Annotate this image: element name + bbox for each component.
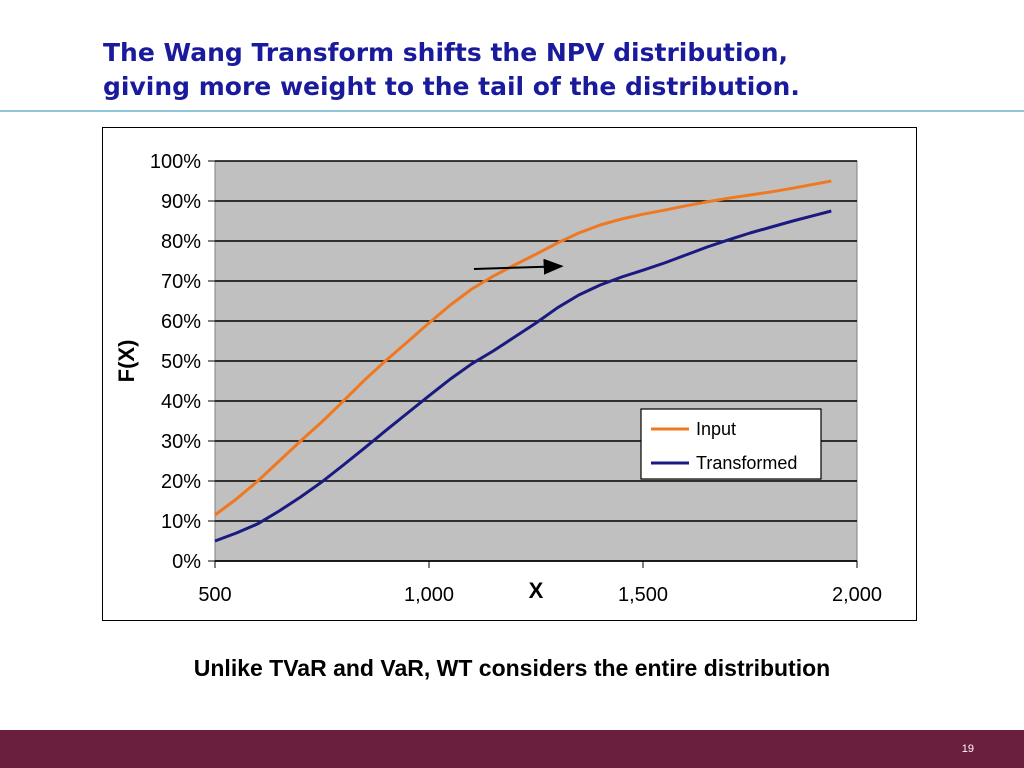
x-tick-label: 500 (198, 584, 231, 606)
cdf-chart: 0% 10% 20% 30% 40% 50% 60% 70% 80% 90% 100% 500 1,00… (114, 151, 882, 606)
legend-label: Transformed (696, 453, 797, 473)
slide-title: The Wang Transform shifts the NPV distri… (103, 36, 1003, 104)
series-line-transformed (214, 209, 832, 543)
y-axis-title: F(X) (114, 340, 139, 383)
page-number: 19 (961, 743, 974, 755)
y-tick-label: 60% (161, 311, 201, 333)
y-tick-label: 90% (161, 191, 201, 213)
x-tick-label: 1,500 (618, 584, 668, 606)
footer-bar (0, 730, 1024, 768)
series-line-input (214, 179, 832, 517)
chart-frame: 0% 10% 20% 30% 40% 50% 60% 70% 80% 90% 100% 500 1,00… (102, 127, 917, 621)
x-tick-label: 1,000 (404, 584, 454, 606)
y-tick-label: 100% (150, 151, 201, 173)
y-tick-label: 20% (161, 471, 201, 493)
slide-title-line2: giving more weight to the tail of the di… (103, 72, 800, 101)
slide-title-line1: The Wang Transform shifts the NPV distri… (103, 38, 789, 67)
shift-arrow (473, 258, 564, 275)
legend (640, 408, 822, 480)
y-tick-label: 0% (172, 551, 201, 573)
y-tick-label: 30% (161, 431, 201, 453)
y-tick-label: 50% (161, 351, 201, 373)
title-divider (0, 110, 1024, 112)
y-tick-label: 80% (161, 231, 201, 253)
slide-subtitle: Unlike TVaR and VaR, WT considers the en… (193, 655, 831, 681)
legend-label: Input (696, 419, 736, 439)
y-tick-label: 40% (161, 391, 201, 413)
y-tick-label: 10% (161, 511, 201, 533)
y-tick-label: 70% (161, 271, 201, 293)
x-tick-label: 2,000 (832, 584, 882, 606)
x-axis-title: X (529, 578, 544, 603)
